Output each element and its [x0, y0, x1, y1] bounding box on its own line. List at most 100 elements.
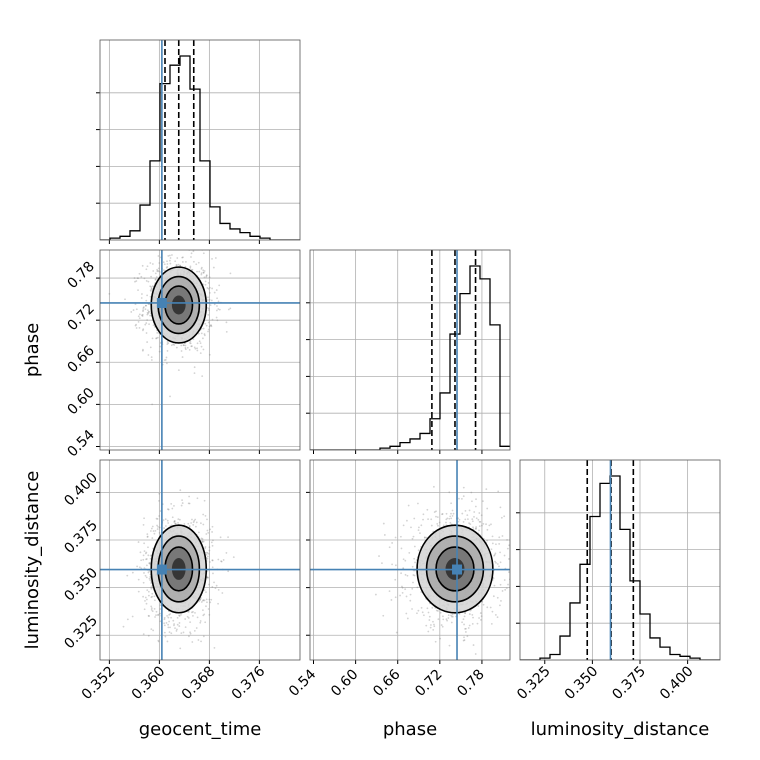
- sample-point: [158, 350, 161, 353]
- sample-point: [193, 372, 196, 374]
- sample-point: [145, 304, 147, 307]
- sample-point: [500, 600, 502, 602]
- sample-point: [445, 618, 448, 621]
- sample-point: [213, 646, 216, 649]
- sample-point: [169, 257, 172, 259]
- sample-point: [174, 522, 177, 525]
- sample-point: [432, 620, 434, 623]
- sample-point: [202, 271, 205, 274]
- y-tick-label: 0.400: [61, 470, 101, 510]
- axis-labels: geocent_time phase luminosity_distance p…: [22, 323, 709, 740]
- sample-point: [199, 352, 202, 354]
- sample-point: [503, 579, 506, 581]
- sample-point: [165, 356, 168, 359]
- sample-point: [211, 258, 213, 260]
- injection-marker: [452, 564, 463, 575]
- sample-point: [433, 623, 435, 626]
- sample-point: [450, 621, 453, 624]
- sample-point: [156, 270, 159, 273]
- sample-point: [149, 346, 152, 349]
- sample-point: [436, 522, 439, 525]
- sample-point: [141, 349, 144, 352]
- sample-point: [404, 573, 407, 576]
- sample-point: [149, 289, 152, 292]
- sample-point: [179, 647, 182, 650]
- x-tick-label: 0.376: [229, 663, 269, 703]
- sample-point: [142, 329, 144, 332]
- sample-point: [214, 257, 217, 259]
- sample-point: [417, 502, 419, 505]
- panel-frame: [309, 459, 511, 661]
- sample-point: [480, 524, 483, 527]
- sample-point: [151, 337, 154, 340]
- sample-point: [165, 362, 168, 365]
- sample-point: [448, 491, 451, 494]
- sample-point: [126, 618, 129, 621]
- sample-point: [186, 346, 189, 349]
- sample-point: [426, 508, 429, 511]
- sample-point: [162, 519, 165, 522]
- sample-point: [494, 614, 497, 616]
- sample-point: [202, 269, 205, 272]
- sample-point: [208, 552, 210, 555]
- sample-point: [225, 330, 228, 333]
- sample-point: [468, 522, 470, 525]
- sample-point: [166, 263, 169, 265]
- sample-point: [176, 616, 179, 619]
- y-tick-label: 0.72: [64, 301, 97, 334]
- xlabel-phase: phase: [383, 719, 437, 740]
- sample-point: [196, 347, 198, 350]
- sample-point: [472, 644, 475, 646]
- sample-point: [159, 345, 162, 348]
- sample-point: [168, 620, 171, 623]
- sample-point: [177, 518, 180, 520]
- sample-point: [464, 631, 467, 633]
- sample-point: [176, 628, 178, 631]
- sample-point: [446, 619, 448, 622]
- sample-point: [493, 584, 496, 587]
- sample-point: [420, 606, 423, 609]
- sample-point: [406, 617, 409, 620]
- joint-plot-area: [100, 460, 300, 660]
- sample-point: [169, 626, 171, 629]
- sample-point: [186, 615, 189, 618]
- sample-point: [153, 607, 156, 610]
- sample-point: [149, 554, 152, 557]
- sample-point: [206, 601, 208, 604]
- sample-point: [177, 521, 179, 524]
- sample-point: [212, 539, 214, 542]
- sample-point: [165, 266, 168, 269]
- sample-point: [182, 256, 184, 259]
- sample-point: [189, 341, 191, 344]
- sample-point: [157, 613, 160, 616]
- sample-point: [180, 504, 183, 507]
- sample-point: [203, 499, 206, 502]
- sample-point: [501, 590, 504, 592]
- sample-point: [189, 342, 192, 345]
- sample-point: [141, 313, 144, 316]
- sample-point: [208, 583, 210, 586]
- sample-point: [162, 269, 165, 272]
- sample-point: [179, 264, 182, 267]
- sample-point: [195, 627, 198, 629]
- sample-point: [433, 511, 436, 513]
- sample-point: [144, 574, 147, 577]
- sample-point: [207, 321, 210, 324]
- sample-point: [205, 591, 207, 594]
- sample-point: [170, 616, 173, 619]
- sample-point: [158, 500, 160, 502]
- sample-point: [145, 598, 148, 601]
- sample-point: [411, 537, 414, 540]
- sample-point: [463, 623, 465, 626]
- sample-point: [458, 612, 461, 615]
- sample-point: [194, 347, 197, 350]
- sample-point: [400, 547, 403, 550]
- y-tick-label: 0.350: [61, 565, 101, 605]
- x-tick-label: 0.60: [328, 666, 361, 699]
- sample-point: [229, 272, 232, 275]
- sample-point: [197, 531, 200, 534]
- sample-point: [145, 558, 147, 561]
- sample-point: [151, 525, 154, 528]
- sample-point: [493, 662, 495, 664]
- sample-point: [131, 571, 134, 574]
